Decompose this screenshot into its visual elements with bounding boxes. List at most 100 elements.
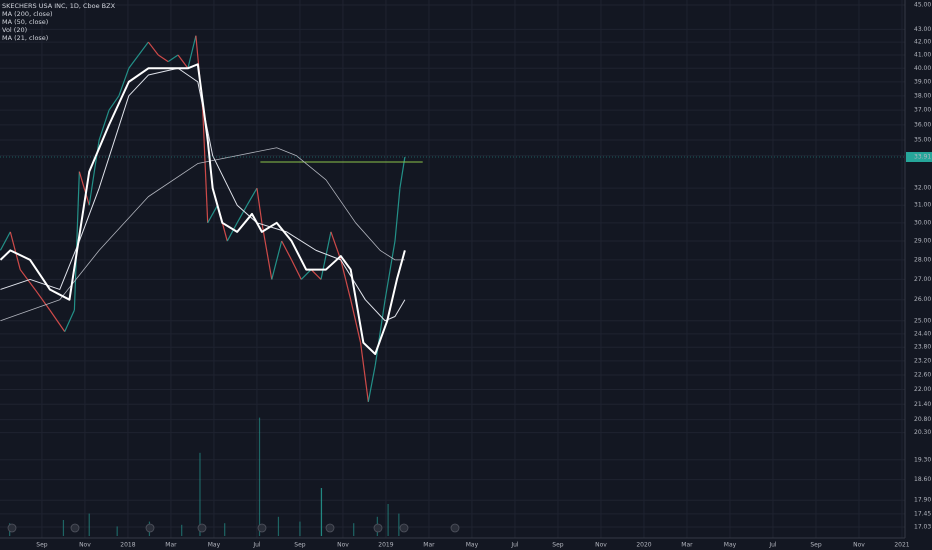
y-tick-label: 45.00 bbox=[914, 2, 931, 9]
price-segment bbox=[98, 109, 110, 141]
price-segment bbox=[359, 342, 369, 402]
y-tick-label: 31.00 bbox=[914, 202, 931, 209]
event-markers bbox=[7, 523, 460, 533]
x-tick-label: Mar bbox=[165, 542, 177, 549]
price-segment bbox=[19, 269, 36, 290]
price-segment bbox=[261, 222, 273, 280]
volume-bar bbox=[88, 513, 90, 536]
x-tick-label: Sep bbox=[36, 542, 48, 549]
price-segment bbox=[271, 240, 283, 280]
volume-bar bbox=[320, 488, 323, 536]
y-tick-label: 42.00 bbox=[914, 39, 931, 46]
y-tick-label: 38.00 bbox=[914, 92, 931, 99]
y-tick-label: 23.20 bbox=[914, 357, 931, 364]
price-segment bbox=[202, 110, 209, 223]
x-tick-label: Jul bbox=[768, 542, 777, 549]
event-marker bbox=[70, 523, 80, 533]
volume-bar bbox=[224, 523, 226, 536]
price-segment bbox=[256, 188, 263, 223]
x-tick-label: 2018 bbox=[120, 542, 135, 549]
y-tick-label: 37.00 bbox=[914, 107, 931, 114]
y-tick-label: 32.00 bbox=[914, 185, 931, 192]
volume-bar bbox=[62, 520, 65, 536]
price-segment bbox=[350, 299, 362, 343]
x-tick-label: Nov bbox=[79, 542, 91, 549]
price-segment bbox=[9, 231, 21, 270]
x-tick-label: 2021 bbox=[894, 542, 909, 549]
price-segment bbox=[138, 41, 149, 56]
volume-bar bbox=[199, 452, 201, 536]
legend-entry: MA (50, close) bbox=[2, 18, 48, 26]
event-marker bbox=[145, 523, 155, 533]
price-segment bbox=[147, 41, 159, 56]
price-segment bbox=[300, 269, 312, 280]
price-segment bbox=[291, 259, 302, 280]
y-tick-label: 36.00 bbox=[914, 121, 931, 128]
plot bbox=[0, 35, 905, 536]
x-tick-label: 2020 bbox=[636, 542, 651, 549]
price-segment bbox=[0, 231, 11, 251]
volume-bar bbox=[116, 526, 118, 536]
price-segment bbox=[330, 231, 342, 261]
price-segment bbox=[310, 269, 322, 280]
volume-bar bbox=[299, 521, 301, 536]
x-tick-label: Sep bbox=[810, 542, 822, 549]
y-tick-label: 28.00 bbox=[914, 256, 931, 263]
price-segment bbox=[34, 289, 51, 311]
price-segment bbox=[367, 365, 376, 402]
price-segment bbox=[73, 171, 80, 311]
volume-bar bbox=[258, 417, 261, 536]
legend-entry: MA (200, close) bbox=[2, 10, 52, 18]
y-tick-label: 24.40 bbox=[914, 330, 931, 337]
axes: Sep Nov 2018 Mar May Jul Sep Nov 2019 Mar May Jul Se… bbox=[36, 2, 932, 549]
x-tick-label: Mar bbox=[423, 542, 435, 549]
ma-line bbox=[0, 63, 406, 356]
price-segment bbox=[128, 54, 140, 69]
price-segment bbox=[320, 231, 332, 280]
x-tick-label: Mar bbox=[681, 542, 693, 549]
y-tick-label: 26.00 bbox=[914, 296, 931, 303]
last-price-label: 33.91 bbox=[914, 154, 931, 161]
x-tick-label: 2019 bbox=[378, 542, 393, 549]
event-marker bbox=[373, 523, 383, 533]
price-segment bbox=[177, 54, 189, 69]
y-tick-label: 40.00 bbox=[914, 65, 931, 72]
price-segment bbox=[246, 187, 258, 206]
event-marker bbox=[257, 523, 267, 533]
x-tick-label: Nov bbox=[337, 542, 349, 549]
price-segment bbox=[226, 222, 238, 242]
price-segment bbox=[187, 35, 197, 69]
grid bbox=[0, 0, 905, 538]
last-price-badge bbox=[906, 152, 932, 163]
y-tick-label: 27.00 bbox=[914, 276, 931, 283]
y-tick-label: 17.90 bbox=[914, 497, 931, 504]
event-marker bbox=[399, 523, 409, 533]
price-segment bbox=[118, 68, 130, 97]
y-tick-label: 43.00 bbox=[914, 26, 931, 33]
x-tick-label: Nov bbox=[853, 542, 865, 549]
chart-title: SKECHERS USA INC, 1D, Cboe BZX bbox=[2, 2, 116, 10]
volume-bar bbox=[387, 504, 389, 536]
y-tick-label: 21.40 bbox=[914, 401, 931, 408]
y-tick-label: 39.00 bbox=[914, 78, 931, 85]
y-tick-label: 17.45 bbox=[914, 510, 931, 517]
legend-entry: MA (21, close) bbox=[2, 34, 48, 42]
y-tick-label: 22.60 bbox=[914, 371, 931, 378]
x-tick-label: May bbox=[466, 542, 479, 549]
volume-bar bbox=[181, 524, 183, 536]
x-tick-label: May bbox=[724, 542, 737, 549]
price-segment bbox=[49, 309, 66, 332]
price-segment bbox=[394, 188, 401, 242]
event-marker bbox=[197, 523, 207, 533]
y-tick-label: 23.80 bbox=[914, 344, 931, 351]
y-tick-label: 25.00 bbox=[914, 317, 931, 324]
x-tick-label: Sep bbox=[552, 542, 564, 549]
event-marker bbox=[325, 523, 335, 533]
price-segment bbox=[157, 54, 169, 63]
price-segment bbox=[281, 240, 293, 261]
y-tick-label: 41.00 bbox=[914, 52, 931, 59]
x-tick-label: Nov bbox=[595, 542, 607, 549]
price-segment bbox=[64, 309, 75, 332]
